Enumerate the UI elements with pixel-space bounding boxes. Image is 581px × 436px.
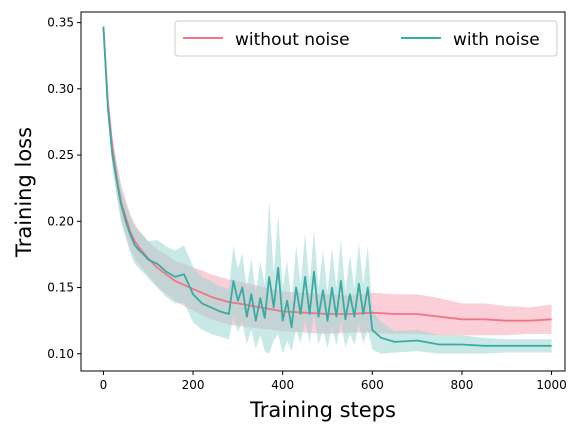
y-tick-label: 0.35 <box>47 16 74 30</box>
x-tick-label: 0 <box>100 378 108 392</box>
y-tick-label: 0.25 <box>47 148 74 162</box>
legend: without noise with noise <box>174 20 558 57</box>
legend-label-without-noise: without noise <box>235 30 350 50</box>
x-tick-label: 800 <box>450 378 473 392</box>
x-tick-label: 200 <box>182 378 205 392</box>
line-with-noise <box>102 26 552 347</box>
x-tick-label: 400 <box>271 378 294 392</box>
x-tick-label: 600 <box>361 378 384 392</box>
x-tick-label: 1000 <box>536 378 567 392</box>
y-axis-label: Training loss <box>12 127 36 258</box>
plot-frame <box>80 11 566 372</box>
y-tick-label: 0.20 <box>47 214 74 228</box>
x-axis-label: Training steps <box>249 398 396 422</box>
confidence-bands <box>103 26 552 354</box>
legend-box <box>174 20 558 57</box>
line-without-noise <box>102 26 552 322</box>
y-tick-label: 0.15 <box>47 281 74 295</box>
x-axis-ticks: 0 200 400 600 800 1000 <box>100 371 567 392</box>
legend-label-with-noise: with noise <box>453 30 540 50</box>
y-axis-ticks: 0.10 0.15 0.20 0.25 0.30 0.35 <box>47 16 81 361</box>
y-tick-label: 0.30 <box>47 82 74 96</box>
y-tick-label: 0.10 <box>47 347 74 361</box>
series-lines <box>102 26 552 347</box>
